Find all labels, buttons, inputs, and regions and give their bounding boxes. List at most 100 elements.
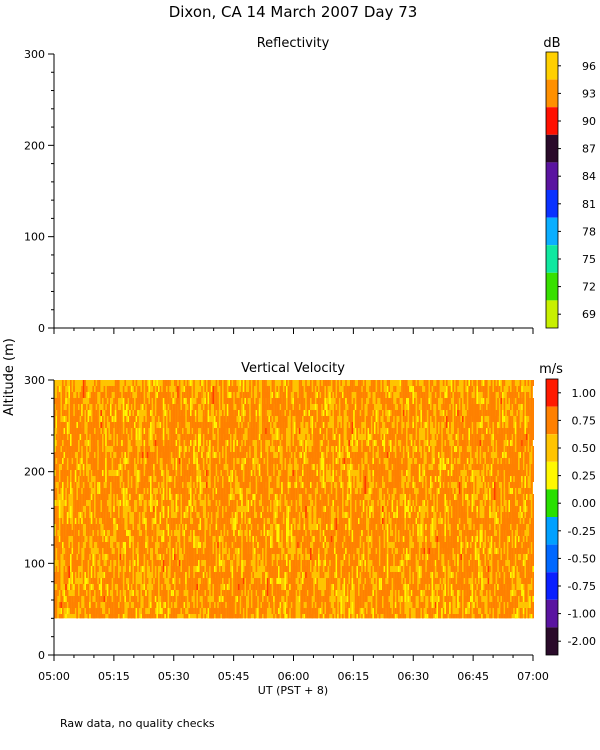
velocity-cell: [273, 398, 275, 416]
velocity-cell: [63, 590, 66, 608]
velocity-cell: [278, 422, 280, 428]
velocity-cell: [231, 482, 234, 488]
velocity-cell: [316, 566, 318, 572]
velocity-cell: [81, 542, 83, 548]
velocity-cell: [180, 428, 182, 446]
velocity-cell: [263, 386, 266, 392]
velocity-cell: [271, 608, 274, 614]
velocity-cell: [313, 608, 315, 614]
velocity-cell: [234, 542, 237, 548]
velocity-cell: [271, 452, 274, 458]
velocity-cell: [294, 488, 296, 506]
velocity-cell: [326, 440, 328, 446]
velocity-cell: [78, 488, 80, 500]
velocity-cell: [158, 614, 160, 619]
velocity-cell: [268, 500, 270, 518]
velocity-cell: [252, 536, 254, 542]
velocity-cell: [76, 506, 78, 512]
velocity-cell: [406, 506, 408, 512]
velocity-cell: [223, 428, 226, 446]
velocity-cell: [438, 524, 440, 542]
velocity-cell: [292, 488, 294, 506]
velocity-cell: [372, 614, 374, 619]
velocity-cell: [222, 428, 224, 434]
velocity-cell: [345, 464, 347, 470]
velocity-cell: [95, 584, 98, 602]
velocity-cell: [206, 434, 208, 440]
velocity-cell: [398, 614, 400, 619]
velocity-cell: [420, 440, 422, 446]
velocity-cell: [385, 572, 387, 578]
velocity-cell: [132, 416, 134, 434]
velocity-cell: [158, 428, 160, 440]
velocity-cell: [228, 608, 230, 619]
velocity-cell: [455, 614, 458, 619]
velocity-cell: [358, 422, 360, 428]
velocity-cell: [260, 512, 262, 518]
velocity-cell: [252, 422, 254, 434]
velocity-cell: [78, 524, 80, 530]
velocity-cell: [313, 500, 315, 506]
velocity-cell: [334, 428, 336, 434]
velocity-cell: [350, 554, 352, 560]
velocity-cell: [183, 524, 186, 530]
velocity-cell: [234, 512, 237, 530]
velocity-cell: [250, 404, 253, 422]
velocity-cell: [442, 566, 445, 572]
velocity-cell: [74, 398, 77, 410]
velocity-cell: [282, 428, 285, 434]
velocity-cell: [178, 386, 181, 392]
velocity-cell: [263, 416, 266, 434]
velocity-cell: [105, 602, 107, 614]
velocity-cell: [404, 452, 406, 464]
velocity-cell: [169, 590, 171, 608]
velocity-cell: [378, 380, 381, 398]
velocity-cell: [124, 452, 126, 464]
velocity-cell: [60, 518, 62, 536]
velocity-cell: [265, 614, 267, 619]
velocity-cell: [399, 530, 402, 548]
velocity-cell: [396, 464, 398, 482]
velocity-cell: [134, 476, 136, 482]
velocity-cell: [183, 500, 186, 512]
velocity-cell: [370, 584, 373, 596]
velocity-cell: [329, 482, 331, 500]
velocity-cell: [217, 578, 219, 590]
velocity-cell: [279, 530, 282, 536]
velocity-cell: [142, 482, 144, 488]
velocity-cell: [257, 548, 259, 554]
velocity-cell: [60, 590, 62, 596]
velocity-cell: [351, 560, 354, 566]
velocity-cell: [174, 380, 176, 386]
velocity-cell: [391, 446, 394, 464]
velocity-cell: [318, 506, 320, 512]
velocity-cell: [431, 380, 434, 386]
velocity-cell: [271, 386, 274, 392]
velocity-cell: [294, 572, 296, 584]
velocity-cell: [369, 506, 371, 524]
velocity-cell: [321, 548, 323, 560]
velocity-cell: [180, 536, 182, 542]
velocity-cell: [383, 464, 386, 482]
velocity-cell: [182, 584, 184, 590]
velocity-cell: [188, 518, 190, 536]
velocity-cell: [322, 380, 325, 398]
velocity-cell: [74, 530, 77, 548]
velocity-cell: [209, 380, 211, 386]
velocity-cell: [273, 596, 275, 602]
velocity-cell: [98, 530, 101, 548]
velocity-cell: [380, 476, 382, 488]
velocity-cell: [294, 422, 296, 440]
velocity-cell: [375, 512, 378, 524]
velocity-cell: [105, 476, 107, 482]
velocity-cell: [398, 488, 400, 506]
velocity-cell: [327, 380, 330, 386]
velocity-cell: [374, 590, 376, 596]
velocity-cell: [354, 428, 357, 440]
velocity-cell: [212, 518, 214, 536]
velocity-cell: [54, 554, 56, 560]
velocity-cell: [89, 398, 91, 404]
velocity-cell: [345, 398, 347, 404]
velocity-cell: [81, 584, 83, 596]
velocity-cell: [164, 542, 166, 560]
